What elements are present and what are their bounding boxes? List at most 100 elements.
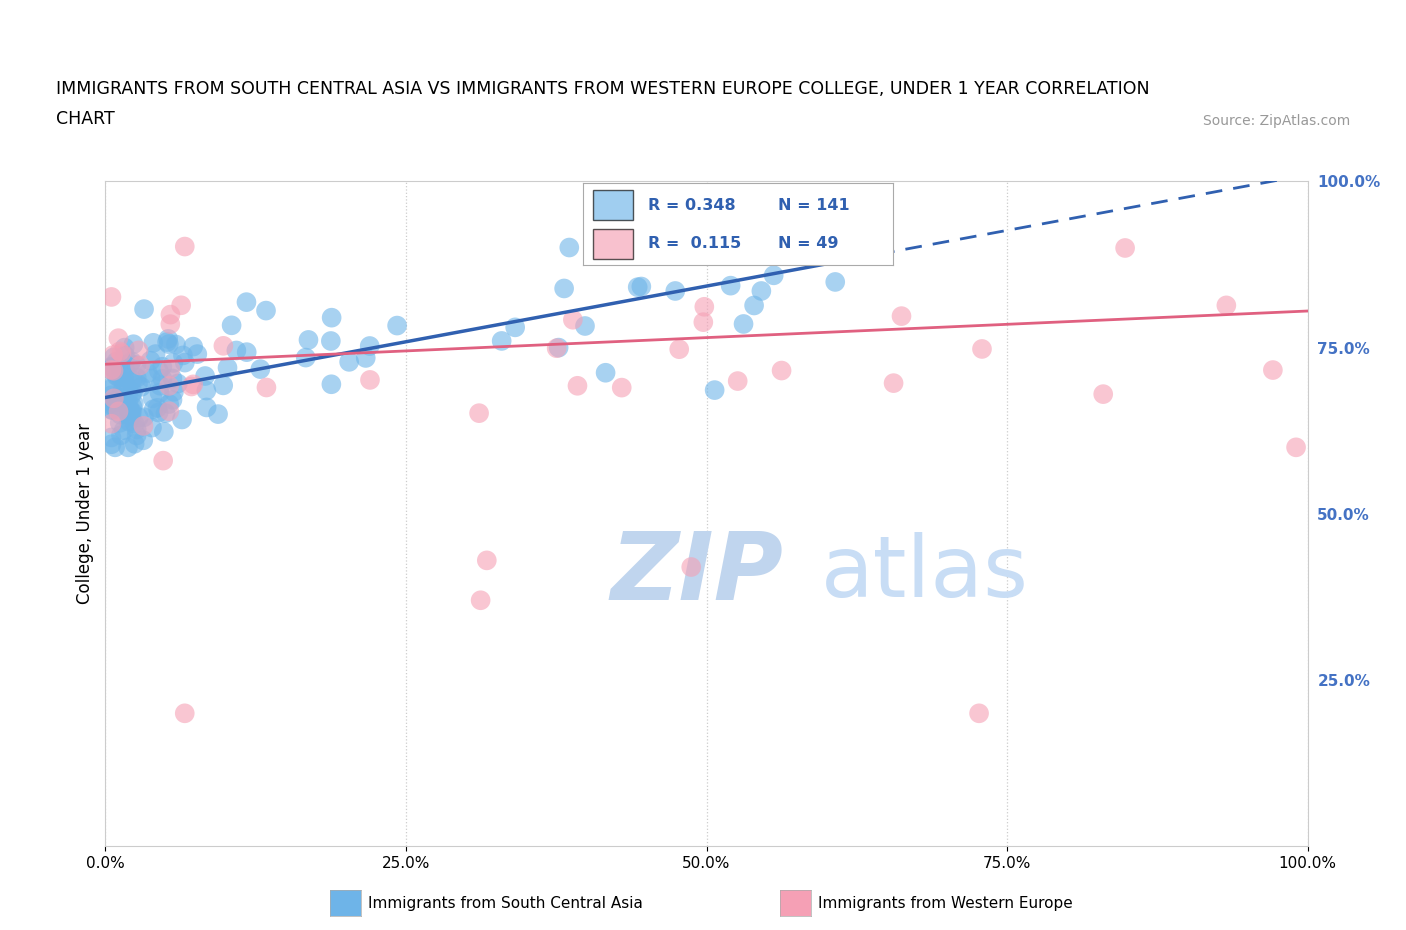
Point (503, 320, 526, 335)
Point (319, 334, 342, 349)
Point (145, 347, 167, 362)
Point (751, 284, 773, 299)
Point (100, 363, 122, 378)
Point (101, 403, 124, 418)
Point (170, 298, 193, 312)
Point (610, 380, 633, 395)
Point (105, 369, 128, 384)
Y-axis label: College, Under 1 year: College, Under 1 year (76, 423, 94, 604)
Point (156, 335, 179, 350)
Point (128, 410, 150, 425)
Point (142, 336, 165, 351)
Point (783, 242, 806, 257)
Point (132, 418, 155, 433)
Point (100, 417, 122, 432)
Point (221, 318, 243, 333)
Point (107, 360, 129, 375)
Text: Immigrants from South Central Asia: Immigrants from South Central Asia (368, 896, 644, 910)
Point (574, 319, 596, 334)
Point (108, 390, 131, 405)
Point (157, 379, 180, 393)
Point (155, 405, 177, 420)
Point (121, 385, 143, 400)
Point (110, 407, 132, 422)
Point (118, 410, 141, 425)
Text: Source: ZipAtlas.com: Source: ZipAtlas.com (1202, 114, 1350, 128)
Point (212, 378, 235, 392)
Point (337, 354, 360, 369)
Point (118, 414, 141, 429)
Point (703, 382, 725, 397)
Point (195, 400, 218, 415)
Point (475, 553, 498, 568)
Point (172, 348, 194, 363)
Point (890, 309, 912, 324)
Point (195, 383, 218, 398)
Point (762, 268, 785, 283)
Point (217, 360, 239, 375)
Point (162, 371, 184, 386)
Point (110, 370, 132, 385)
Point (103, 391, 125, 405)
Point (124, 417, 146, 432)
Point (547, 340, 569, 355)
Point (157, 337, 180, 352)
Point (128, 343, 150, 358)
Point (114, 362, 136, 377)
Point (1285, 440, 1308, 455)
Point (321, 311, 343, 325)
Point (139, 353, 162, 368)
Point (157, 331, 180, 346)
Point (770, 363, 793, 378)
Point (883, 376, 905, 391)
Point (558, 240, 581, 255)
Point (129, 379, 152, 394)
Point (173, 239, 195, 254)
Point (733, 316, 755, 331)
Point (132, 410, 155, 425)
Point (120, 388, 142, 403)
Point (114, 340, 136, 355)
Text: CHART: CHART (56, 111, 115, 128)
Point (212, 339, 235, 353)
Point (129, 358, 152, 373)
Text: Immigrants from Western Europe: Immigrants from Western Europe (818, 896, 1073, 910)
Point (152, 453, 174, 468)
Point (693, 299, 716, 314)
Point (664, 284, 686, 299)
Point (122, 337, 145, 352)
Point (124, 436, 146, 451)
Point (110, 395, 132, 410)
Point (681, 560, 703, 575)
Point (112, 370, 135, 385)
Point (321, 377, 343, 392)
Point (194, 368, 217, 383)
Point (385, 318, 408, 333)
Point (553, 281, 575, 296)
Point (100, 361, 122, 376)
Point (100, 289, 122, 304)
Point (125, 370, 148, 385)
Point (153, 424, 176, 439)
Point (970, 341, 993, 356)
FancyBboxPatch shape (593, 229, 633, 259)
Point (127, 377, 149, 392)
Point (162, 355, 184, 370)
Point (100, 397, 122, 412)
Point (100, 395, 122, 410)
Point (180, 379, 202, 394)
Point (100, 359, 122, 374)
Point (181, 377, 204, 392)
Point (150, 359, 173, 374)
Point (121, 373, 143, 388)
Point (157, 404, 180, 418)
Point (630, 279, 652, 294)
Point (1092, 387, 1115, 402)
Point (136, 365, 159, 380)
Text: ZIP: ZIP (610, 527, 783, 619)
Point (742, 298, 765, 312)
Point (967, 706, 990, 721)
Point (1114, 241, 1136, 256)
Point (713, 231, 735, 246)
Point (132, 301, 155, 316)
